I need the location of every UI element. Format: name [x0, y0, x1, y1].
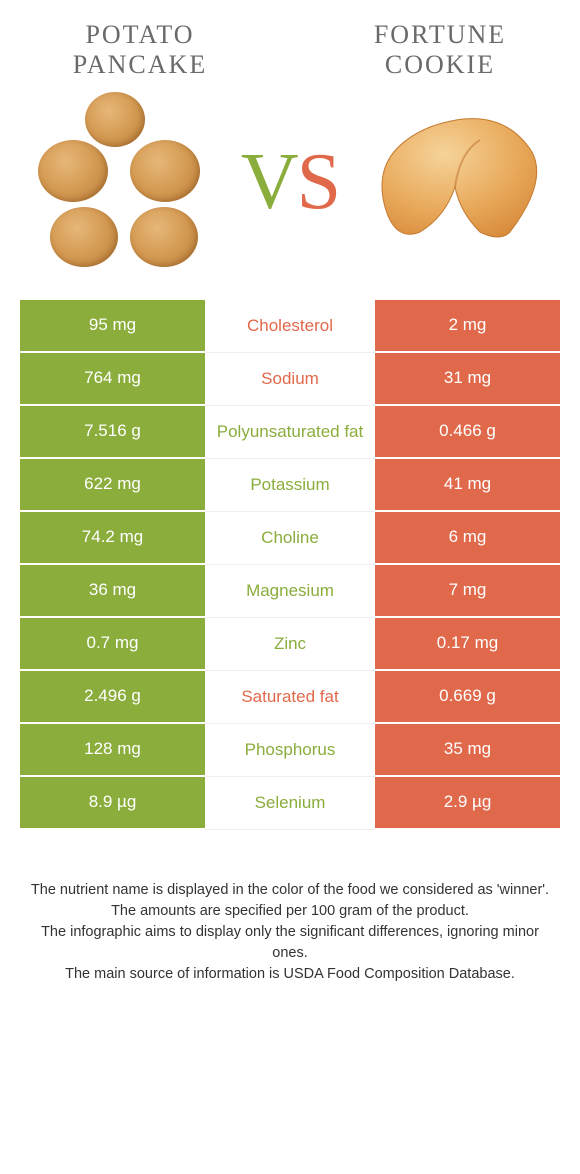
right-value: 2.9 µg — [375, 777, 560, 830]
nutrient-label: Phosphorus — [205, 724, 375, 777]
nutrient-label: Sodium — [205, 353, 375, 406]
footer-line: The main source of information is USDA F… — [30, 964, 550, 985]
left-value: 0.7 mg — [20, 618, 205, 671]
right-value: 35 mg — [375, 724, 560, 777]
table-row: 764 mgSodium31 mg — [20, 353, 560, 406]
left-value: 8.9 µg — [20, 777, 205, 830]
table-row: 8.9 µgSelenium2.9 µg — [20, 777, 560, 830]
table-row: 128 mgPhosphorus35 mg — [20, 724, 560, 777]
table-row: 0.7 mgZinc0.17 mg — [20, 618, 560, 671]
table-row: 95 mgCholesterol2 mg — [20, 300, 560, 353]
footer-line: The nutrient name is displayed in the co… — [30, 880, 550, 901]
right-value: 6 mg — [375, 512, 560, 565]
footer-line: The infographic aims to display only the… — [30, 922, 550, 964]
nutrient-label: Cholesterol — [205, 300, 375, 353]
left-food-title: POTATOPANCAKE — [40, 20, 240, 80]
nutrient-label: Potassium — [205, 459, 375, 512]
table-row: 74.2 mgCholine6 mg — [20, 512, 560, 565]
left-value: 74.2 mg — [20, 512, 205, 565]
right-value: 41 mg — [375, 459, 560, 512]
right-value: 0.17 mg — [375, 618, 560, 671]
nutrient-label: Choline — [205, 512, 375, 565]
vs-v: V — [241, 138, 297, 226]
nutrient-label: Polyunsaturated fat — [205, 406, 375, 459]
nutrient-label: Magnesium — [205, 565, 375, 618]
right-value: 31 mg — [375, 353, 560, 406]
image-row: VS — [0, 80, 580, 300]
nutrition-table: 95 mgCholesterol2 mg764 mgSodium31 mg7.5… — [20, 300, 560, 830]
footer-line: The amounts are specified per 100 gram o… — [30, 901, 550, 922]
header: POTATOPANCAKE FORTUNECOOKIE — [0, 0, 580, 80]
table-row: 36 mgMagnesium7 mg — [20, 565, 560, 618]
left-value: 128 mg — [20, 724, 205, 777]
vs-label: VS — [241, 137, 339, 228]
nutrient-label: Selenium — [205, 777, 375, 830]
nutrient-label: Saturated fat — [205, 671, 375, 724]
table-row: 7.516 gPolyunsaturated fat0.466 g — [20, 406, 560, 459]
potato-pancake-image — [30, 92, 220, 272]
left-value: 622 mg — [20, 459, 205, 512]
left-value: 95 mg — [20, 300, 205, 353]
footer-notes: The nutrient name is displayed in the co… — [0, 830, 580, 985]
left-value: 764 mg — [20, 353, 205, 406]
table-row: 2.496 gSaturated fat0.669 g — [20, 671, 560, 724]
left-value: 2.496 g — [20, 671, 205, 724]
fortune-cookie-image — [360, 92, 550, 272]
left-value: 36 mg — [20, 565, 205, 618]
right-value: 0.466 g — [375, 406, 560, 459]
left-value: 7.516 g — [20, 406, 205, 459]
right-value: 7 mg — [375, 565, 560, 618]
table-row: 622 mgPotassium41 mg — [20, 459, 560, 512]
right-value: 0.669 g — [375, 671, 560, 724]
right-value: 2 mg — [375, 300, 560, 353]
vs-s: S — [297, 138, 340, 226]
nutrient-label: Zinc — [205, 618, 375, 671]
right-food-title: FORTUNECOOKIE — [340, 20, 540, 80]
